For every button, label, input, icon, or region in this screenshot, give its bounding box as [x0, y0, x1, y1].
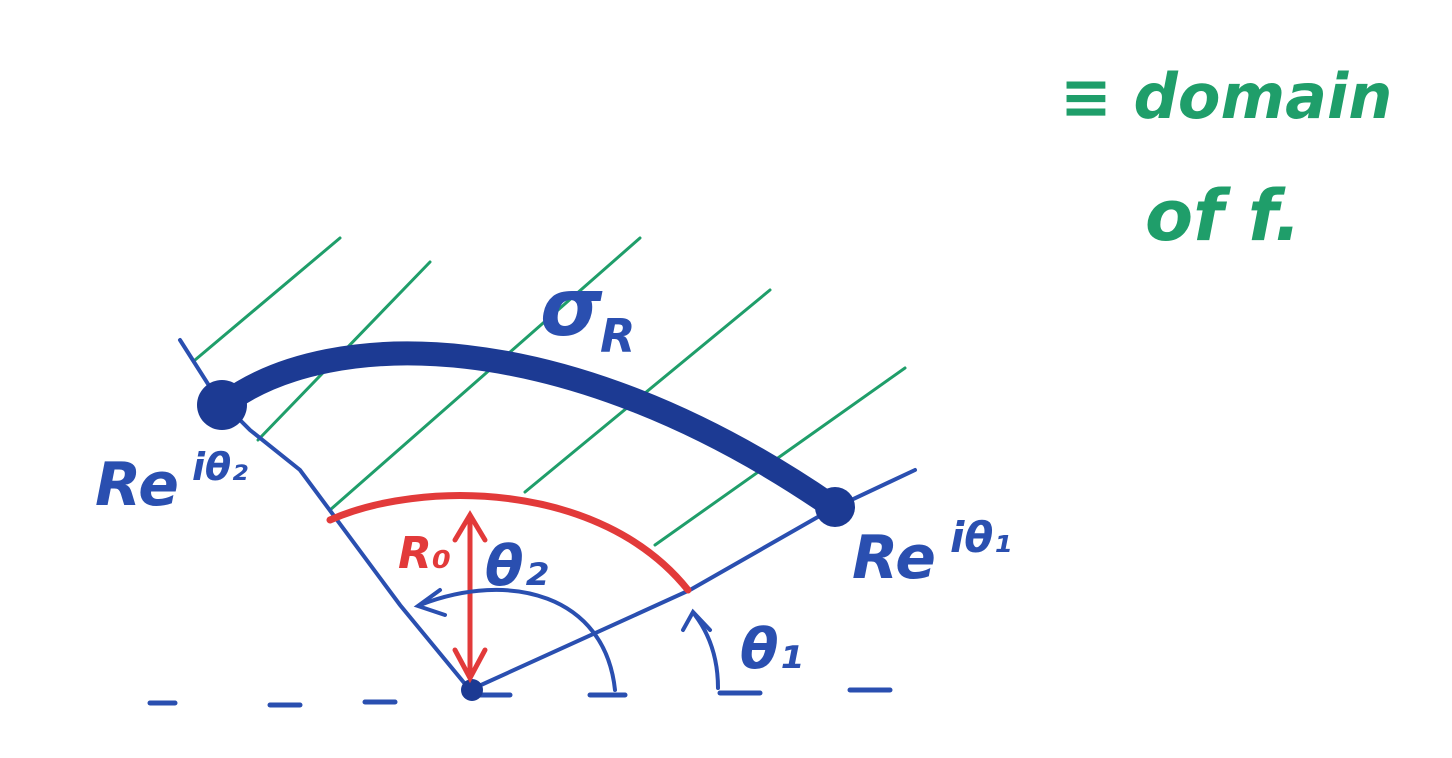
origin-dot [461, 679, 483, 701]
angle-arrow-theta1 [681, 608, 712, 632]
endpoint-theta2-dot [197, 380, 247, 430]
label-sigma-sub: R [600, 309, 635, 363]
arc-r0 [326, 492, 692, 594]
label-r-e-theta1: Re [852, 523, 936, 593]
angle-arc-theta2 [418, 587, 617, 692]
real-axis-dashed [147, 687, 893, 708]
r0-double-arrow [452, 510, 488, 684]
label-r0: R₀ [398, 528, 451, 579]
endpoint-theta1-dot [815, 487, 855, 527]
label-theta1: θ₁ [740, 617, 803, 682]
note-domain-line1: ≡ domain [1060, 60, 1392, 133]
label-r-e-theta1-exp: iθ₁ [950, 513, 1012, 562]
arc-sigma-r [218, 341, 842, 517]
label-r-e-theta2: Re [95, 450, 179, 520]
ray-theta1 [468, 468, 917, 692]
note-domain-line2: of f. [1145, 175, 1301, 257]
label-sigma: σ [540, 261, 603, 354]
angle-arrow-theta2 [413, 588, 447, 617]
label-r-e-theta2-exp: iθ₂ [192, 445, 248, 489]
label-theta2: θ₂ [485, 534, 548, 599]
